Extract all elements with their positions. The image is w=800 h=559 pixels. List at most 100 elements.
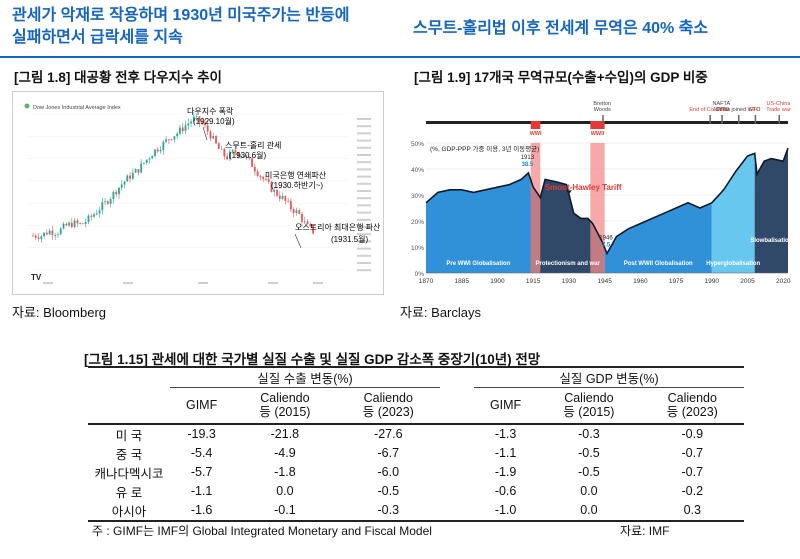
- candle-body: [226, 156, 229, 160]
- candle-body: [303, 221, 306, 223]
- table-row: 중 국 -5.4 -4.9 -6.7 -1.1 -0.5 -0.7: [88, 444, 744, 463]
- candle-body: [126, 175, 129, 182]
- candle-body: [306, 221, 309, 225]
- event-label: WWII: [591, 131, 605, 137]
- x-tick-label: 2005: [740, 278, 755, 285]
- candle-body: [184, 125, 187, 131]
- event-marker: [721, 115, 723, 124]
- candle-body: [73, 220, 76, 228]
- candle-body: [79, 223, 82, 224]
- export-cell: -4.9: [274, 446, 296, 460]
- candle-body: [242, 156, 245, 158]
- candle-body: [70, 222, 73, 228]
- x-axis-tick-placeholder: [123, 282, 133, 284]
- candle-body: [215, 135, 217, 144]
- x-axis-tick-placeholder: [268, 282, 278, 284]
- candle-body: [162, 141, 165, 150]
- candle-body: [45, 232, 48, 235]
- fig18-title: [그림 1.8] 대공황 전후 다우지수 추이: [14, 70, 222, 85]
- era-area: [426, 172, 531, 273]
- candle-body: [231, 150, 234, 152]
- candle-body: [84, 222, 87, 224]
- candle-body: [287, 200, 290, 202]
- x-tick-label: 1870: [419, 278, 434, 285]
- col-header: Caliendo 등 (2023): [362, 391, 414, 420]
- y-tick-label: 20%: [411, 219, 424, 226]
- export-cell: -21.8: [270, 427, 300, 441]
- war-band: [530, 143, 541, 273]
- candle-body: [265, 178, 267, 180]
- export-cell: -19.3: [187, 427, 216, 441]
- export-cell: 0.0: [276, 484, 294, 498]
- candle-body: [298, 210, 301, 214]
- event-label: GFC: [749, 107, 761, 113]
- row-label: 아시아: [111, 504, 147, 519]
- legend-marker-icon: [24, 103, 30, 109]
- candle-body: [284, 196, 287, 201]
- candle-body: [123, 181, 126, 185]
- point-year-label: 1946: [599, 236, 613, 242]
- candle-body: [281, 196, 284, 199]
- gdp-cell: -0.5: [578, 446, 600, 460]
- candle-body: [131, 172, 134, 179]
- gdp-cell: -0.7: [681, 465, 704, 479]
- fig18-source: 자료: Bloomberg: [12, 305, 107, 320]
- point-year-label: 1913: [521, 155, 535, 161]
- era-label: Post WWII Globalisation: [624, 261, 693, 267]
- y-axis-tick-placeholder: [357, 168, 371, 171]
- era-area: [530, 179, 605, 273]
- svg-text:오스트리아 최대은행 파산: 오스트리아 최대은행 파산: [295, 222, 381, 232]
- event-marker: [778, 115, 780, 124]
- candle-body: [267, 179, 270, 182]
- era-area: [604, 202, 712, 273]
- gdp-cell: -0.5: [578, 465, 600, 479]
- y-axis-tick-placeholder: [357, 204, 371, 207]
- y-axis-tick-placeholder: [357, 226, 371, 228]
- candle-body: [98, 210, 101, 214]
- event-marker: [754, 115, 757, 124]
- row-label: 유 로: [115, 485, 143, 500]
- event-marker: [590, 121, 605, 129]
- dow-chart: Dow Jones Industrial Average Index TV 다우…: [19, 98, 381, 284]
- candle-body: [245, 156, 248, 158]
- event-marker: [530, 121, 541, 129]
- gdp-cell: -1.9: [494, 465, 517, 479]
- candle-body: [187, 123, 190, 126]
- row-label: 캐나다멕시코: [94, 466, 164, 481]
- y-tick-label: 40%: [411, 167, 424, 174]
- y-tick-label: 30%: [411, 193, 424, 200]
- table-group-header-row: 실질 수출 변동(%) 실질 GDP 변동(%): [88, 367, 744, 388]
- candle-body: [295, 210, 298, 213]
- candle-body: [198, 116, 201, 123]
- trade-share-line: [425, 147, 789, 256]
- export-cell: -1.8: [274, 465, 296, 479]
- gdp-cell: -0.7: [681, 446, 704, 460]
- y-axis-tick-placeholder: [357, 190, 371, 192]
- era-label: Pre WWI Globalisation: [446, 261, 510, 267]
- x-tick-label: 1885: [454, 278, 469, 285]
- gdp-cell: -0.3: [578, 427, 600, 441]
- gdp-cell: 0.0: [580, 484, 598, 498]
- candle-body: [145, 159, 148, 163]
- era-area: [711, 153, 755, 273]
- svg-text:스무트-홀리 관세: 스무트-홀리 관세: [225, 140, 281, 150]
- x-axis-tick-placeholder: [43, 282, 53, 284]
- y-axis-tick-placeholder: [357, 146, 371, 149]
- candle-body: [301, 213, 303, 222]
- x-axis-tick-placeholder: [198, 282, 208, 284]
- candle-body: [176, 133, 179, 137]
- gdp-cell: -0.6: [494, 484, 517, 498]
- tradingview-logo-icon: TV: [31, 273, 42, 282]
- export-cell: -6.0: [377, 465, 400, 479]
- annotation-crash: 다우지수 폭락 (1929.10월): [187, 106, 235, 141]
- y-axis-tick-placeholder: [357, 154, 371, 156]
- gdp-cell: -1.1: [494, 446, 517, 460]
- header-right-headline: 스무트-홀리법 이후 전세계 무역은 40% 축소: [413, 20, 709, 37]
- candle-body: [240, 156, 242, 157]
- col-header: Caliendo 등 (2023): [666, 391, 718, 420]
- candle-body: [154, 149, 156, 157]
- header-left-line2: 실패하면서 급락세를 지속: [12, 29, 183, 46]
- candle-body: [278, 195, 281, 199]
- table-note: 주 : GIMF는 IMF의 Global Integrated Monetar…: [92, 524, 432, 538]
- candle-body: [120, 184, 123, 188]
